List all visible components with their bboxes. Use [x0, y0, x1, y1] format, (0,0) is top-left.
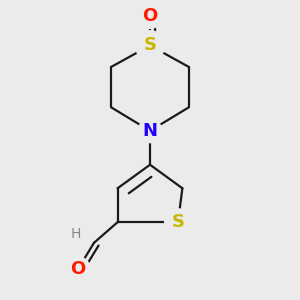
Text: S: S: [143, 37, 157, 55]
Text: H: H: [70, 227, 81, 241]
Text: N: N: [142, 122, 158, 140]
Text: O: O: [142, 7, 158, 25]
Circle shape: [165, 209, 191, 236]
Circle shape: [138, 4, 162, 29]
Text: S: S: [172, 213, 184, 231]
Text: O: O: [70, 260, 85, 278]
Circle shape: [135, 31, 165, 60]
Circle shape: [65, 257, 90, 282]
Circle shape: [138, 119, 162, 142]
